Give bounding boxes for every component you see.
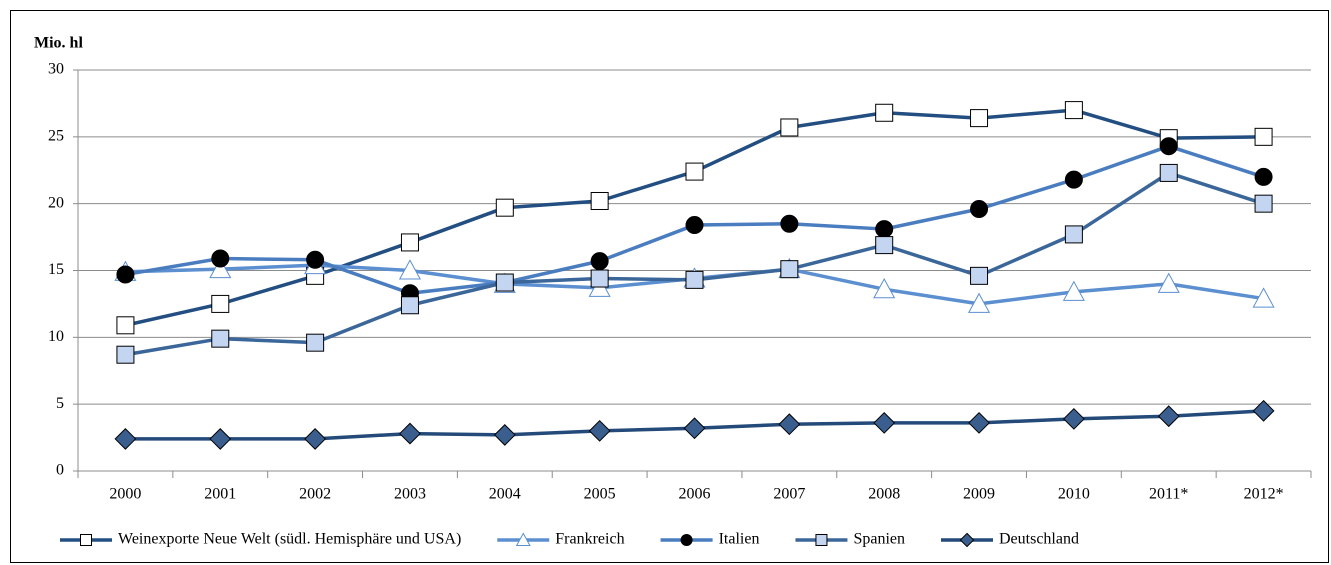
marker <box>306 250 325 269</box>
y-tick-label: 15 <box>48 261 64 278</box>
y-tick-label: 0 <box>56 462 64 479</box>
marker <box>967 292 991 313</box>
marker <box>80 534 92 546</box>
marker <box>780 118 799 137</box>
marker <box>590 269 609 288</box>
x-tick-label: 2003 <box>394 486 426 503</box>
y-tick-label: 20 <box>48 194 64 211</box>
y-tick-label: 10 <box>48 328 64 345</box>
x-tick-label: 2002 <box>299 486 331 503</box>
marker <box>211 249 230 268</box>
marker <box>209 428 232 450</box>
marker <box>680 534 693 546</box>
legend-label: Italien <box>719 531 760 548</box>
y-tick-label: 25 <box>48 128 64 145</box>
marker <box>970 109 989 128</box>
marker <box>590 252 609 271</box>
x-tick-label: 2005 <box>584 486 616 503</box>
marker <box>211 329 230 348</box>
x-tick-label: 2004 <box>489 486 521 503</box>
marker <box>1064 170 1083 189</box>
marker <box>970 266 989 285</box>
marker <box>685 162 704 181</box>
marker <box>685 216 704 235</box>
legend-label: Spanien <box>853 531 905 548</box>
marker <box>116 345 135 364</box>
marker <box>1252 399 1275 422</box>
y-tick-label: 5 <box>56 395 64 412</box>
marker <box>116 316 135 335</box>
marker <box>1157 405 1180 428</box>
marker <box>114 428 137 450</box>
marker <box>875 236 894 255</box>
marker <box>116 265 135 284</box>
x-tick-label: 2001 <box>204 486 236 503</box>
marker <box>780 214 799 233</box>
x-tick-label: 2010 <box>1058 486 1090 503</box>
marker <box>399 422 421 445</box>
y-tick-label: 30 <box>48 61 64 78</box>
marker <box>304 428 327 450</box>
marker <box>875 103 894 122</box>
marker <box>211 294 230 313</box>
marker <box>515 532 531 546</box>
marker <box>780 260 799 279</box>
x-tick-label: 2000 <box>109 486 141 503</box>
marker <box>588 419 611 442</box>
marker <box>1157 272 1180 293</box>
marker <box>400 296 419 315</box>
marker <box>959 532 975 548</box>
marker <box>400 233 419 252</box>
marker <box>1252 287 1275 308</box>
marker <box>306 333 325 352</box>
marker <box>873 411 896 434</box>
marker <box>1159 137 1178 156</box>
legend-label: Frankreich <box>555 531 624 548</box>
marker <box>1064 101 1083 120</box>
marker <box>873 277 896 299</box>
marker <box>778 413 801 436</box>
marker <box>1254 127 1273 146</box>
marker <box>209 257 232 279</box>
marker <box>1254 167 1273 186</box>
marker <box>815 534 828 546</box>
marker <box>1062 407 1085 430</box>
marker <box>685 270 704 289</box>
marker <box>495 198 514 217</box>
marker <box>493 424 516 446</box>
legend-label: Weinexporte Neue Welt (südl. Hemisphäre … <box>118 531 461 548</box>
marker <box>590 191 609 210</box>
x-tick-label: 2006 <box>679 486 711 503</box>
marker <box>970 200 989 219</box>
marker <box>1064 225 1083 244</box>
marker <box>875 220 894 239</box>
marker <box>683 417 706 440</box>
marker <box>1254 194 1273 213</box>
legend-label: Deutschland <box>999 531 1079 548</box>
y-axis-label: Mio. hl <box>34 35 83 52</box>
x-tick-label: 2011* <box>1149 486 1188 503</box>
x-tick-label: 2009 <box>963 486 995 503</box>
marker <box>968 411 990 434</box>
x-tick-label: 2008 <box>868 486 900 503</box>
marker <box>1062 280 1085 301</box>
marker <box>398 259 422 280</box>
x-tick-label: 2012* <box>1244 486 1284 503</box>
marker <box>495 273 514 292</box>
x-tick-label: 2007 <box>773 486 805 503</box>
marker <box>1159 163 1178 182</box>
